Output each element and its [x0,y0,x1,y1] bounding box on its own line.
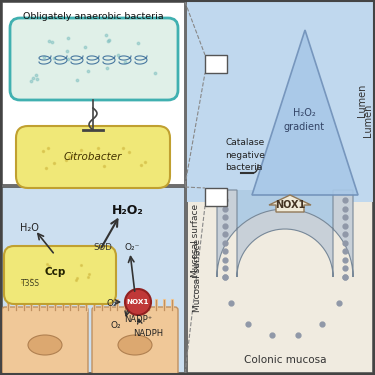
FancyBboxPatch shape [10,18,178,100]
Text: O₂: O₂ [106,300,117,309]
Text: Colonic mucosa: Colonic mucosa [244,355,326,365]
Ellipse shape [118,335,152,355]
Text: Mucosal surface: Mucosal surface [190,203,200,277]
Text: O₂⁻: O₂⁻ [124,243,140,252]
Bar [205,188,227,206]
Bar [187,2,373,373]
Text: NADPH: NADPH [133,328,163,338]
Text: Lumen: Lumen [363,104,373,137]
Bar [2,2,185,185]
FancyArrow shape [269,195,311,212]
Text: Ccp: Ccp [44,267,66,277]
Text: H₂O: H₂O [20,223,39,233]
Bar [205,55,227,73]
Text: H₂O₂
gradient: H₂O₂ gradient [284,108,324,132]
Text: Catalase
negative
bacteria: Catalase negative bacteria [225,138,265,172]
Bar [187,2,373,202]
Text: NOX1: NOX1 [127,299,149,305]
Text: H₂O₂: H₂O₂ [112,204,144,216]
Text: Lumen: Lumen [357,83,367,117]
Text: T3SS: T3SS [21,279,39,288]
FancyBboxPatch shape [92,307,178,375]
Text: Mucosal surface: Mucosal surface [192,238,201,312]
Polygon shape [237,190,333,277]
Text: NOX1: NOX1 [275,200,305,210]
Text: NADP⁺: NADP⁺ [124,315,152,324]
Text: O₂: O₂ [111,321,122,330]
Polygon shape [217,190,353,277]
FancyBboxPatch shape [4,246,116,304]
FancyBboxPatch shape [2,307,88,375]
Ellipse shape [125,289,151,315]
Text: SOD: SOD [94,243,112,252]
Text: Obligately anaerobic bacteria: Obligately anaerobic bacteria [22,12,164,21]
FancyBboxPatch shape [16,126,170,188]
Polygon shape [252,30,358,195]
Ellipse shape [28,335,62,355]
Bar [2,187,185,373]
Text: Citrobacter: Citrobacter [64,152,122,162]
